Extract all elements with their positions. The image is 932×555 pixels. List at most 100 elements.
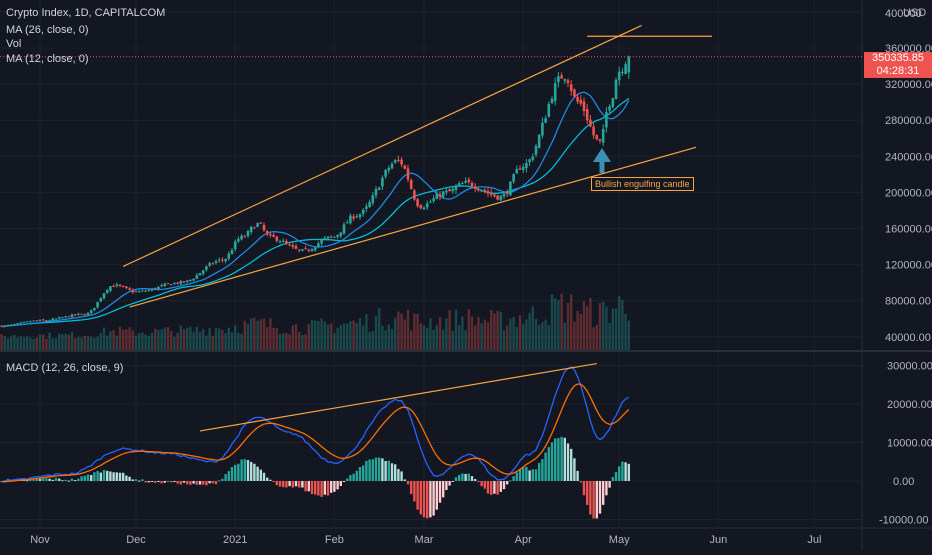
macd-hist-bar [253, 463, 256, 481]
macd-hist-bar [390, 463, 394, 481]
macd-hist-bar [528, 470, 531, 481]
candle-body [41, 319, 45, 321]
candle-body [544, 118, 547, 123]
candle-body [605, 111, 608, 128]
macd-hist-bar [221, 478, 224, 481]
volume-bar [528, 313, 531, 350]
macd-legend[interactable]: MACD (12, 26, close, 9) [6, 362, 124, 374]
macd-hist-bar [202, 481, 205, 485]
macd-hist-bar [35, 478, 38, 481]
macd-hist-bar [352, 473, 355, 481]
volume-bar [605, 306, 608, 350]
volume-bar [394, 317, 397, 350]
candle-body [358, 214, 362, 217]
macd-hist-bar [131, 479, 134, 481]
volume-bar [278, 334, 282, 350]
volume-bar [560, 293, 563, 350]
volume-bar [51, 338, 54, 350]
annotation-label[interactable]: Bullish engulfing candle [591, 177, 694, 191]
volume-bar [3, 335, 6, 350]
macd-hist-bar [48, 478, 51, 481]
macd-hist-bar [374, 457, 378, 481]
macd-hist-bar [125, 475, 128, 481]
volume-bar [259, 319, 262, 350]
volume-bar [192, 331, 195, 350]
volume-bar [109, 331, 112, 350]
volume-bar [506, 325, 509, 350]
price-tick-label: 200000.00 [885, 187, 932, 199]
volume-bar [246, 323, 250, 350]
macd-hist-bar [275, 481, 278, 486]
ma12-legend[interactable]: MA (12, close, 0) [6, 53, 89, 65]
volume-bar [22, 337, 26, 350]
candle-body [294, 245, 298, 249]
macd-hist-bar [499, 481, 502, 492]
macd-hist-bar [314, 481, 317, 495]
volume-bar [397, 311, 400, 350]
macd-hist-bar [413, 481, 416, 502]
candle-body [125, 286, 128, 289]
macd-hist-bar [166, 480, 170, 482]
macd-hist-bar [269, 479, 272, 481]
macd-hist-bar [102, 469, 106, 481]
candle-body [515, 168, 519, 174]
volume-bar [323, 321, 326, 350]
volume-bar [467, 309, 470, 350]
volume-bar [67, 334, 70, 350]
ma26-legend[interactable]: MA (26, close, 0) [6, 24, 89, 36]
macd-hist-bar [262, 472, 266, 481]
macd-hist-bar [243, 459, 246, 481]
macd-hist-bar [32, 478, 35, 481]
volume-bar [618, 296, 621, 350]
volume-bar [362, 325, 365, 350]
macd-hist-bar [397, 469, 400, 481]
volume-bar [61, 333, 64, 350]
currency-label[interactable]: USD [903, 7, 927, 19]
macd-hist-bar [93, 472, 96, 481]
candle-body [326, 236, 330, 239]
macd-hist-bar [307, 481, 310, 492]
macd-hist-bar [483, 481, 486, 489]
macd-hist-bar [419, 481, 422, 515]
macd-hist-bar [301, 481, 304, 488]
macd-hist-bar [541, 459, 544, 481]
volume-legend[interactable]: Vol [6, 38, 22, 50]
candle-body [61, 317, 64, 319]
macd-hist-bar [182, 481, 186, 483]
macd-hist-bar [246, 460, 250, 481]
candle-body [102, 293, 106, 299]
volume-bar [419, 323, 422, 350]
symbol-title[interactable]: Crypto Index, 1D, CAPITALCOM [6, 7, 166, 19]
macd-hist-bar [67, 480, 70, 482]
price-tick-label: 280000.00 [885, 115, 932, 127]
macd-hist-bar [563, 437, 566, 481]
volume-bar [454, 309, 458, 350]
macd-hist-bar [234, 464, 237, 481]
candle-body [99, 298, 103, 302]
macd-hist-bar [150, 481, 154, 482]
candle-body [301, 249, 304, 251]
macd-hist-bar [224, 474, 227, 481]
candle-body [179, 281, 183, 284]
macd-hist-bar [557, 438, 560, 481]
macd-hist-bar [285, 481, 288, 488]
candle-body [214, 261, 218, 264]
candle-body [601, 129, 605, 143]
candle-body [409, 179, 413, 190]
candle-body [253, 227, 256, 229]
candle-body [624, 64, 627, 74]
volume-bar [182, 329, 186, 350]
candle-body [429, 201, 432, 203]
volume-bar [173, 336, 176, 350]
macd-hist-bar [608, 481, 611, 488]
macd-hist-bar [320, 481, 323, 497]
volume-bar [272, 327, 275, 350]
candle-body [9, 324, 13, 326]
trendline-channel-bottom [129, 146, 697, 308]
candle-body [246, 230, 250, 236]
macd-hist-bar [186, 481, 189, 485]
volume-bar [422, 325, 426, 350]
annotation-arrow-head [593, 148, 611, 162]
